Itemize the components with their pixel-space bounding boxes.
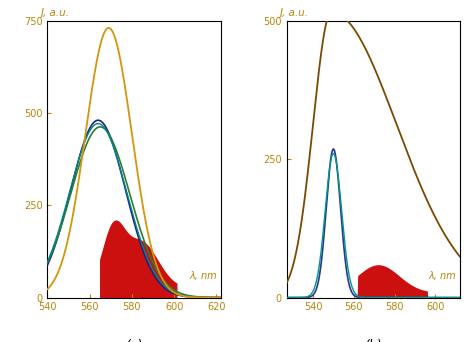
Text: (b): (b) xyxy=(365,339,382,342)
Text: λ, nm: λ, nm xyxy=(190,271,217,281)
Text: λ, nm: λ, nm xyxy=(428,271,456,281)
Text: J, a.u.: J, a.u. xyxy=(40,8,70,18)
Text: (a): (a) xyxy=(125,339,143,342)
Text: J, a.u.: J, a.u. xyxy=(280,8,309,18)
